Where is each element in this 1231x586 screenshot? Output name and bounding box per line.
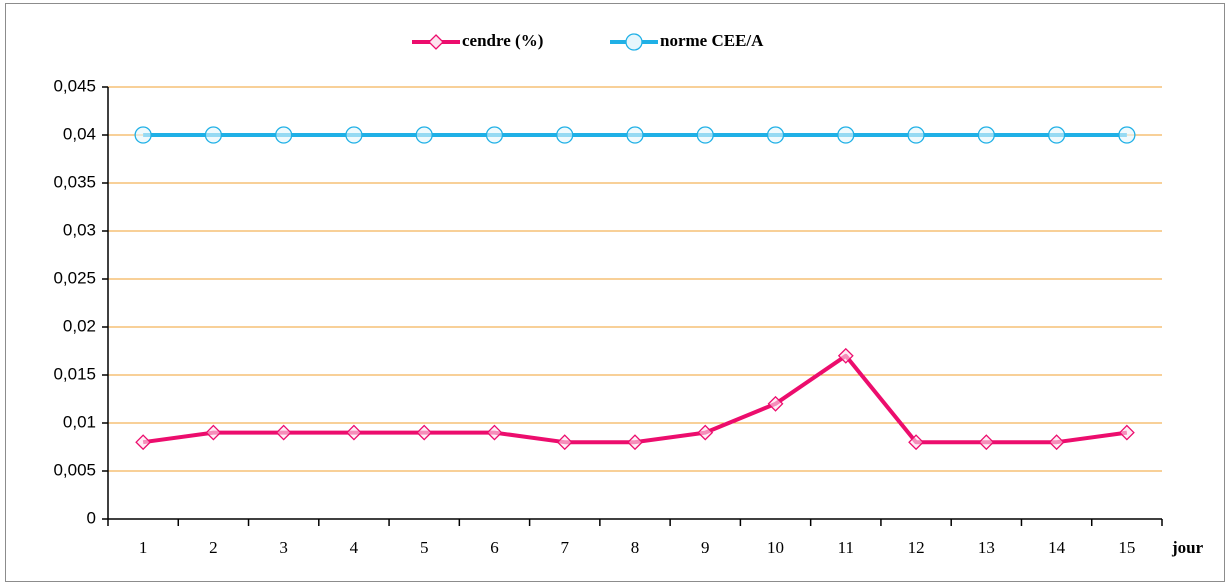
data-marker bbox=[134, 126, 152, 144]
x-tick-label: 15 bbox=[1118, 538, 1135, 557]
y-tick-label: 0 bbox=[87, 508, 96, 527]
data-marker bbox=[696, 126, 714, 144]
legend-marker bbox=[625, 33, 643, 51]
x-tick-label: 11 bbox=[838, 538, 854, 557]
x-tick-label: 6 bbox=[490, 538, 499, 557]
data-marker bbox=[837, 347, 854, 364]
chart-frame bbox=[5, 3, 1225, 582]
y-tick-label: 0,045 bbox=[53, 76, 96, 95]
x-axis-label: jour bbox=[1171, 538, 1204, 557]
y-tick-label: 0,025 bbox=[53, 268, 96, 287]
legend-marker bbox=[428, 34, 444, 50]
data-marker bbox=[415, 126, 433, 144]
x-tick-label: 8 bbox=[631, 538, 640, 557]
x-tick-label: 5 bbox=[420, 538, 429, 557]
y-tick-label: 0,01 bbox=[63, 412, 96, 431]
x-tick-label: 10 bbox=[767, 538, 784, 557]
y-tick-label: 0,04 bbox=[63, 124, 96, 143]
data-marker bbox=[1048, 434, 1065, 451]
y-tick-label: 0,03 bbox=[63, 220, 96, 239]
data-marker bbox=[204, 126, 223, 144]
data-marker bbox=[1118, 424, 1135, 441]
data-marker bbox=[135, 434, 152, 451]
y-tick-label: 0,005 bbox=[53, 460, 96, 479]
x-tick-label: 4 bbox=[350, 538, 359, 557]
legend-label: norme CEE/A bbox=[660, 31, 764, 50]
data-marker bbox=[346, 424, 362, 441]
data-marker bbox=[275, 126, 293, 144]
data-marker bbox=[627, 434, 643, 451]
data-marker bbox=[345, 126, 363, 144]
data-marker bbox=[626, 126, 644, 144]
x-tick-label: 2 bbox=[209, 538, 218, 557]
y-tick-label: 0,015 bbox=[53, 364, 96, 383]
data-marker bbox=[767, 395, 784, 412]
data-marker bbox=[697, 424, 714, 441]
data-marker bbox=[1047, 126, 1066, 144]
data-marker bbox=[766, 126, 785, 144]
x-tick-label: 13 bbox=[978, 538, 995, 557]
data-marker bbox=[486, 424, 503, 441]
data-marker bbox=[485, 126, 504, 144]
data-marker bbox=[416, 424, 433, 441]
x-tick-label: 1 bbox=[139, 538, 148, 557]
y-tick-label: 0,035 bbox=[53, 172, 96, 191]
y-tick-label: 0,02 bbox=[63, 316, 96, 335]
legend-label: cendre (%) bbox=[462, 31, 543, 50]
data-marker bbox=[837, 126, 855, 144]
data-marker bbox=[1118, 126, 1136, 144]
data-marker bbox=[977, 126, 995, 144]
data-marker bbox=[205, 424, 222, 441]
x-tick-label: 14 bbox=[1048, 538, 1066, 557]
data-marker bbox=[907, 126, 925, 144]
x-tick-label: 12 bbox=[908, 538, 925, 557]
x-tick-label: 7 bbox=[560, 538, 569, 557]
data-marker bbox=[275, 424, 292, 441]
data-marker bbox=[556, 434, 573, 451]
x-tick-label: 9 bbox=[701, 538, 710, 557]
x-tick-label: 3 bbox=[279, 538, 288, 557]
data-marker bbox=[978, 434, 995, 451]
data-marker bbox=[908, 434, 924, 451]
data-marker bbox=[556, 126, 574, 144]
